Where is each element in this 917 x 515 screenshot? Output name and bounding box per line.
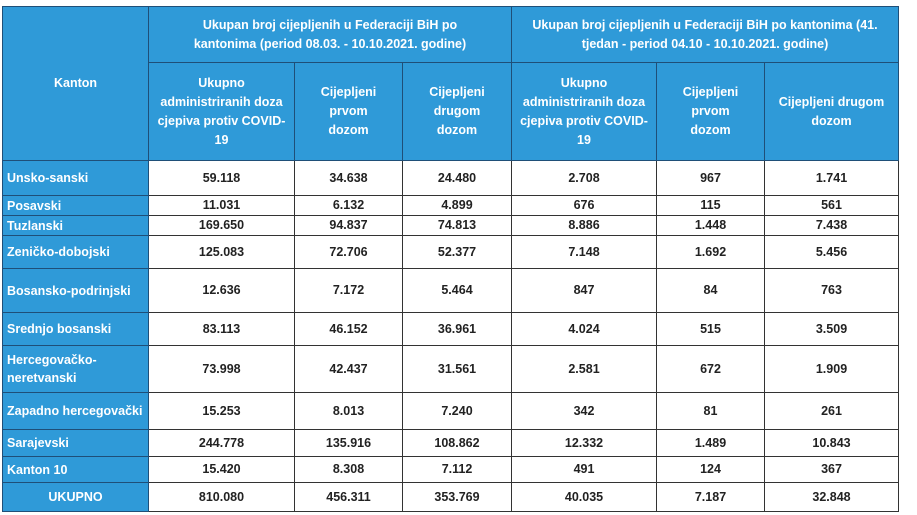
value-cell: 456.311 bbox=[294, 482, 403, 512]
value-cell: 5.456 bbox=[764, 235, 899, 269]
vaccination-table: Kanton Ukupan broj cijepljenih u Federac… bbox=[2, 6, 899, 512]
kanton-cell: Srednjo bosanski bbox=[2, 312, 149, 346]
table-row: UKUPNO 810.080 456.311 353.769 40.035 7.187 32… bbox=[2, 482, 899, 512]
kanton-cell: Posavski bbox=[2, 195, 149, 216]
value-cell: 15.420 bbox=[148, 456, 295, 483]
value-cell: 108.862 bbox=[402, 429, 512, 457]
kanton-cell: Tuzlanski bbox=[2, 215, 149, 236]
value-cell: 125.083 bbox=[148, 235, 295, 269]
value-cell: 81 bbox=[656, 392, 765, 430]
group-header-weekly: Ukupan broj cijepljenih u Federaciji BiH… bbox=[511, 6, 899, 63]
value-cell: 12.636 bbox=[148, 268, 295, 313]
value-cell: 847 bbox=[511, 268, 657, 313]
value-cell: 491 bbox=[511, 456, 657, 483]
col-header: Cijepljeni prvom dozom bbox=[656, 62, 765, 161]
table-row: Unsko-sanski 59.118 34.638 24.480 2.708 967 1.… bbox=[2, 160, 899, 196]
value-cell: 12.332 bbox=[511, 429, 657, 457]
table-row: Tuzlanski 169.650 94.837 74.813 8.886 1.448 7.… bbox=[2, 215, 899, 236]
value-cell: 810.080 bbox=[148, 482, 295, 512]
value-cell: 353.769 bbox=[402, 482, 512, 512]
value-cell: 10.843 bbox=[764, 429, 899, 457]
kanton-cell: Unsko-sanski bbox=[2, 160, 149, 196]
value-cell: 8.308 bbox=[294, 456, 403, 483]
value-cell: 4.899 bbox=[402, 195, 512, 216]
value-cell: 124 bbox=[656, 456, 765, 483]
value-cell: 36.961 bbox=[402, 312, 512, 346]
col-header: Cijepljeni drugom dozom bbox=[764, 62, 899, 161]
value-cell: 52.377 bbox=[402, 235, 512, 269]
value-cell: 1.489 bbox=[656, 429, 765, 457]
value-cell: 72.706 bbox=[294, 235, 403, 269]
value-cell: 7.148 bbox=[511, 235, 657, 269]
value-cell: 8.013 bbox=[294, 392, 403, 430]
value-cell: 7.172 bbox=[294, 268, 403, 313]
col-header: Ukupno administriranih doza cjepiva prot… bbox=[511, 62, 657, 161]
value-cell: 84 bbox=[656, 268, 765, 313]
value-cell: 169.650 bbox=[148, 215, 295, 236]
value-cell: 515 bbox=[656, 312, 765, 346]
table-row: Zapadno hercegovački 15.253 8.013 7.240 342 8… bbox=[2, 392, 899, 430]
value-cell: 31.561 bbox=[402, 345, 512, 393]
value-cell: 46.152 bbox=[294, 312, 403, 346]
value-cell: 34.638 bbox=[294, 160, 403, 196]
value-cell: 261 bbox=[764, 392, 899, 430]
group-header-cumulative: Ukupan broj cijepljenih u Federaciji BiH… bbox=[148, 6, 512, 63]
value-cell: 2.581 bbox=[511, 345, 657, 393]
value-cell: 8.886 bbox=[511, 215, 657, 236]
table-row: Kanton 10 15.420 8.308 7.112 491 124 367 bbox=[2, 456, 899, 483]
value-cell: 7.112 bbox=[402, 456, 512, 483]
value-cell: 6.132 bbox=[294, 195, 403, 216]
value-cell: 7.187 bbox=[656, 482, 765, 512]
col-header: Ukupno administriranih doza cjepiva prot… bbox=[148, 62, 295, 161]
kanton-cell: Bosansko-podrinjski bbox=[2, 268, 149, 313]
value-cell: 676 bbox=[511, 195, 657, 216]
table-row: Bosansko-podrinjski 12.636 7.172 5.464 847 84… bbox=[2, 268, 899, 313]
kanton-cell: Kanton 10 bbox=[2, 456, 149, 483]
value-cell: 561 bbox=[764, 195, 899, 216]
value-cell: 5.464 bbox=[402, 268, 512, 313]
value-cell: 94.837 bbox=[294, 215, 403, 236]
value-cell: 244.778 bbox=[148, 429, 295, 457]
kanton-cell: Hercegovačko-neretvanski bbox=[2, 345, 149, 393]
kanton-cell: Sarajevski bbox=[2, 429, 149, 457]
value-cell: 32.848 bbox=[764, 482, 899, 512]
value-cell: 2.708 bbox=[511, 160, 657, 196]
value-cell: 15.253 bbox=[148, 392, 295, 430]
value-cell: 24.480 bbox=[402, 160, 512, 196]
value-cell: 73.998 bbox=[148, 345, 295, 393]
value-cell: 367 bbox=[764, 456, 899, 483]
value-cell: 83.113 bbox=[148, 312, 295, 346]
value-cell: 11.031 bbox=[148, 195, 295, 216]
value-cell: 1.448 bbox=[656, 215, 765, 236]
kanton-cell: UKUPNO bbox=[2, 482, 149, 512]
value-cell: 115 bbox=[656, 195, 765, 216]
kanton-cell: Zeničko-dobojski bbox=[2, 235, 149, 269]
value-cell: 967 bbox=[656, 160, 765, 196]
table-row: Hercegovačko-neretvanski 73.998 42.437 31.5… bbox=[2, 345, 899, 393]
value-cell: 42.437 bbox=[294, 345, 403, 393]
kanton-header: Kanton bbox=[2, 6, 149, 161]
value-cell: 1.692 bbox=[656, 235, 765, 269]
value-cell: 1.909 bbox=[764, 345, 899, 393]
value-cell: 342 bbox=[511, 392, 657, 430]
value-cell: 672 bbox=[656, 345, 765, 393]
col-header: Cijepljeni drugom dozom bbox=[402, 62, 512, 161]
table-row: Srednjo bosanski 83.113 46.152 36.961 4.024 5… bbox=[2, 312, 899, 346]
kanton-cell: Zapadno hercegovački bbox=[2, 392, 149, 430]
table-row: Sarajevski 244.778 135.916 108.862 12.332 1.4… bbox=[2, 429, 899, 457]
value-cell: 1.741 bbox=[764, 160, 899, 196]
value-cell: 763 bbox=[764, 268, 899, 313]
col-header: Cijepljeni prvom dozom bbox=[294, 62, 403, 161]
value-cell: 7.438 bbox=[764, 215, 899, 236]
value-cell: 74.813 bbox=[402, 215, 512, 236]
table-row: Posavski 11.031 6.132 4.899 676 115 561 bbox=[2, 195, 899, 216]
value-cell: 3.509 bbox=[764, 312, 899, 346]
value-cell: 59.118 bbox=[148, 160, 295, 196]
value-cell: 7.240 bbox=[402, 392, 512, 430]
value-cell: 135.916 bbox=[294, 429, 403, 457]
table-row: Zeničko-dobojski 125.083 72.706 52.377 7.148… bbox=[2, 235, 899, 269]
value-cell: 4.024 bbox=[511, 312, 657, 346]
value-cell: 40.035 bbox=[511, 482, 657, 512]
